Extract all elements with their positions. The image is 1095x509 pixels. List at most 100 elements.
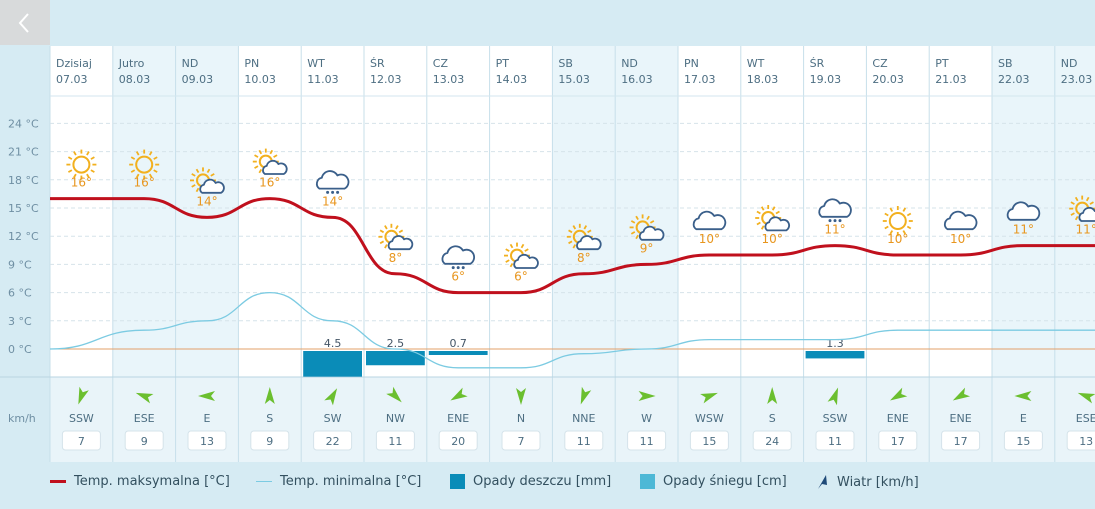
min-temp-swatch	[256, 481, 272, 482]
sun-ray	[1074, 196, 1079, 202]
wind-speed: 15	[1016, 435, 1030, 448]
wind-arrow-icon	[1014, 391, 1032, 401]
cloud-shape	[638, 225, 665, 241]
day-column	[426, 46, 490, 377]
wind-speed: 9	[266, 435, 273, 448]
sun-icon	[66, 149, 97, 180]
sun-ray	[153, 169, 158, 173]
sun-ray	[884, 225, 889, 230]
sun-ray	[635, 234, 639, 240]
back-button[interactable]	[0, 0, 50, 45]
day-column	[301, 46, 364, 377]
sun-ray	[583, 225, 588, 230]
y-tick-label: 6 °C	[8, 287, 32, 300]
sun-ray	[384, 244, 388, 249]
rain-cloud-icon	[818, 198, 852, 223]
day-date: 13.03	[433, 73, 465, 86]
wind-arrow-icon	[264, 387, 275, 404]
wind-speed-box	[564, 430, 604, 451]
wind-speed-box	[627, 430, 667, 451]
max-temp-swatch	[50, 480, 66, 483]
sun-ray	[775, 210, 780, 215]
wind-speed-box	[689, 430, 729, 451]
legend-rain: Opady deszczu [mm]	[450, 474, 611, 489]
max-temp-label: 10°	[699, 232, 720, 246]
day-name: CZ	[433, 57, 449, 70]
wind-direction: NNE	[572, 412, 595, 425]
sun-disc	[72, 155, 91, 174]
wind-speed: 11	[828, 435, 842, 448]
partly-cloudy-icon	[755, 205, 791, 232]
sun-ray	[646, 215, 650, 221]
sun-ray	[902, 230, 907, 235]
cloud-shape	[387, 235, 414, 251]
y-tick-label: 21 °C	[8, 146, 39, 159]
sun-ray	[148, 151, 153, 156]
wind-arrow-shape	[135, 392, 154, 404]
sun-ray	[398, 229, 404, 234]
day-name: Jutro	[118, 57, 145, 70]
wind-speed-box	[1003, 430, 1043, 451]
sun-ray	[760, 206, 765, 211]
day-column	[489, 46, 553, 377]
cloud-icon	[943, 210, 978, 231]
y-tick-label: 18 °C	[8, 174, 39, 187]
sun-icon	[882, 206, 913, 236]
wind-speed-box	[61, 430, 101, 451]
wind-speed: 24	[765, 435, 779, 448]
wind-arrow-icon	[135, 392, 154, 404]
max-temp-label: 11°	[1076, 223, 1095, 237]
legend-max-temp: Temp. maksymalna [°C]	[50, 474, 230, 489]
max-temp-label: 8°	[389, 251, 403, 265]
cloud-icon	[692, 210, 727, 231]
day-date: 19.03	[810, 73, 842, 86]
sun-ray	[1070, 212, 1075, 216]
snow-swatch	[640, 474, 655, 489]
sun-ray	[73, 151, 77, 156]
day-date: 15.03	[558, 73, 590, 86]
sun-ray	[1070, 201, 1075, 205]
wind-arrow-icon	[198, 391, 215, 401]
sun-ray	[379, 229, 385, 234]
day-column	[175, 46, 239, 377]
forecast-chart: 24 °C 21 °C 18 °C 15 °C 12 °C 9 °C 6 °C 3 °C 0 °…	[0, 46, 1095, 462]
wind-direction: ENE	[950, 412, 972, 425]
wind-speed: 17	[954, 435, 968, 448]
day-name: SB	[998, 57, 1013, 70]
cloud-shape	[199, 178, 225, 194]
wind-direction: WSW	[695, 412, 724, 425]
wind-arrow-shape	[580, 386, 592, 405]
sun-ray	[1074, 215, 1079, 221]
day-name: ŚR	[370, 57, 385, 70]
wind-arrow-shape	[324, 388, 338, 406]
sun-ray	[395, 225, 399, 230]
wind-speed-box	[501, 430, 541, 451]
wind-direction: E	[204, 412, 211, 425]
sun-ray	[206, 168, 211, 174]
sun-disc	[135, 155, 154, 174]
sun-ray	[906, 225, 912, 230]
top-strip	[50, 0, 1095, 46]
day-name: PN	[244, 57, 259, 70]
day-name: WT	[747, 57, 765, 70]
day-date: 11.03	[307, 73, 339, 86]
wind-direction: E	[1020, 412, 1027, 425]
max-temp-label: 10°	[887, 232, 908, 246]
wind-speed: 15	[702, 435, 716, 448]
sun-ray	[384, 225, 388, 230]
wind-direction: S	[266, 412, 273, 425]
legend-wind: Wiatr [km/h]	[815, 474, 919, 490]
y-tick-label: 12 °C	[8, 230, 39, 243]
day-name: ND	[1061, 57, 1078, 70]
day-name: SB	[558, 57, 573, 70]
sun-ray	[195, 168, 200, 174]
wind-speed-box	[815, 430, 855, 451]
partly-cloudy-icon	[566, 223, 602, 251]
cloud-shape	[1078, 207, 1095, 222]
wind-speed: 7	[518, 435, 525, 448]
wind-arrow-icon	[818, 475, 827, 489]
day-column	[866, 46, 930, 377]
wind-arrow-shape	[78, 386, 89, 405]
sun-ray	[630, 231, 636, 235]
day-name: ND	[182, 57, 199, 70]
